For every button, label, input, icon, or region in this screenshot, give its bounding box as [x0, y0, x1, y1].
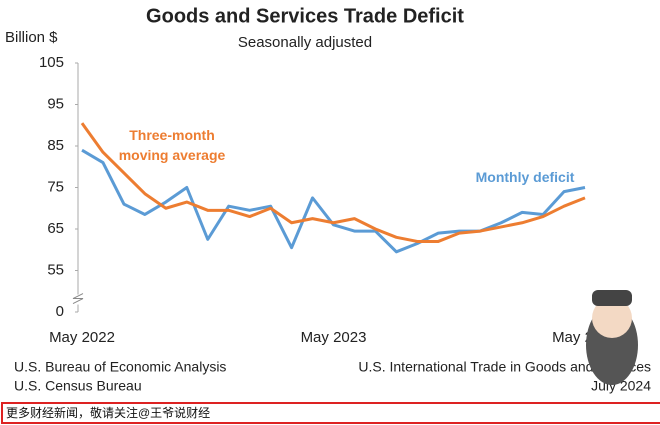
chart: Goods and Services Trade Deficit Seasona… [5, 5, 651, 394]
footer: 更多财经新闻，敬请关注@王爷说财经 [1, 402, 660, 424]
y-tick-label: 105 [39, 54, 64, 71]
chart-subtitle: Seasonally adjusted [238, 34, 372, 51]
release: U.S. International Trade in Goods and Se… [358, 359, 651, 375]
x-tick-label: May 2022 [49, 329, 115, 346]
y-tick-label: 0 [56, 303, 64, 320]
y-tick-label: 65 [47, 220, 64, 237]
axis-break-gap [72, 294, 84, 305]
y-tick-label: 55 [47, 261, 64, 278]
source: U.S. Census Bureau [14, 378, 142, 394]
y-tick-label: 75 [47, 178, 64, 195]
series-line [81, 148, 586, 254]
overlay-figure [592, 290, 632, 306]
series-label: Monthly deficit [475, 169, 575, 185]
series-label: Three-month moving average [118, 127, 226, 163]
y-tick-label: 95 [47, 95, 64, 112]
series-line [80, 122, 586, 243]
source: U.S. Bureau of Economic Analysis [14, 359, 226, 375]
y-tick-label: 85 [47, 137, 64, 154]
axis-break [72, 293, 84, 304]
y-axis-label: Billion $ [5, 29, 58, 46]
overlay-figure [592, 298, 632, 338]
chart-title: Goods and Services Trade Deficit [146, 5, 464, 27]
x-tick-label: May 2023 [301, 329, 367, 346]
